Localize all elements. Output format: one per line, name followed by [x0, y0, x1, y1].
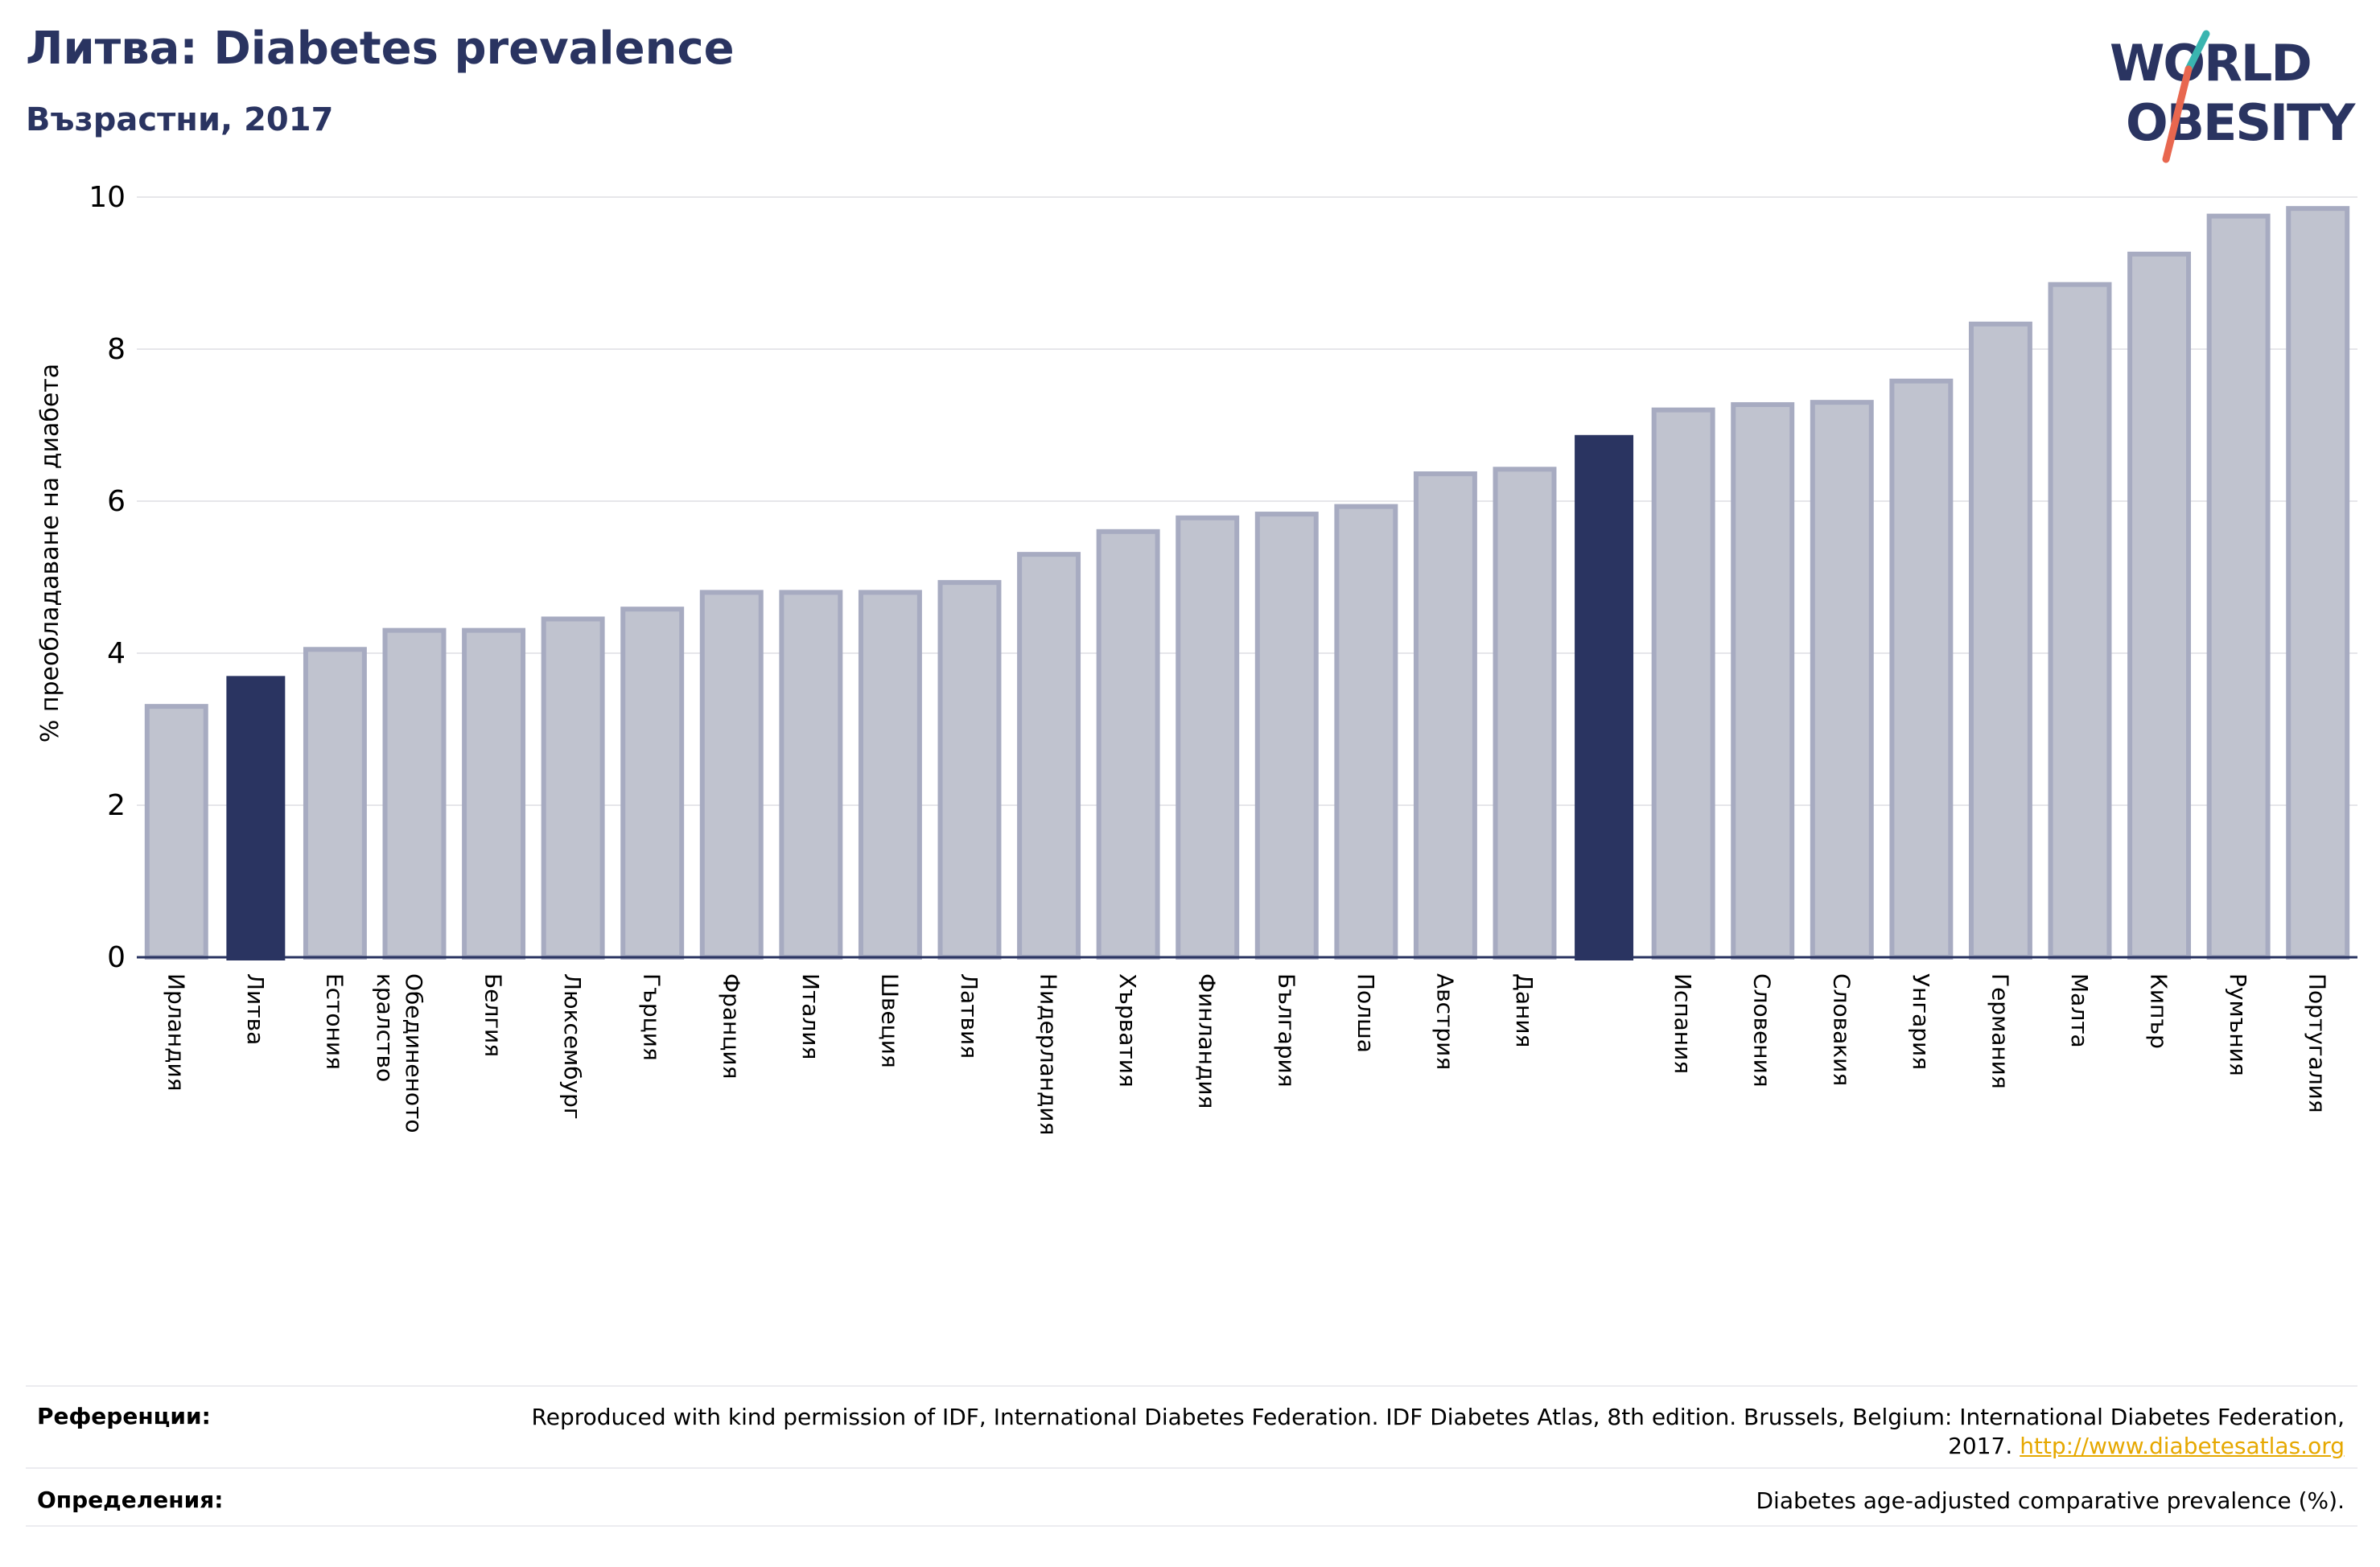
x-tick-label: Португалия [2304, 973, 2331, 1113]
bar [541, 616, 605, 960]
references-text: Reproduced with kind permission of IDF, … [494, 1403, 2345, 1461]
x-tick-label: Словакия [1828, 973, 1855, 1086]
x-tick-label: Белгия [480, 973, 507, 1057]
bar [1575, 434, 1634, 960]
x-tick-label: Нидерландия [1036, 973, 1062, 1135]
x-tick-label: Австрия [1431, 973, 1458, 1070]
x-tick-label: Гърция [639, 973, 665, 1061]
definitions-label: Определения: [37, 1487, 224, 1513]
bar [1651, 407, 1715, 960]
logo-slash-teal [2184, 30, 2210, 73]
x-tick-label: Словения [1749, 973, 1776, 1088]
y-tick-label: 4 [107, 637, 126, 670]
x-tick-label: Финландия [1194, 973, 1221, 1108]
bar [226, 676, 286, 960]
chart-subtitle: Възрастни, 2017 [26, 101, 334, 138]
x-tick-label: Унгария [1908, 973, 1934, 1070]
y-axis-label: % преобладаване на диабета [36, 364, 64, 742]
references-body: Reproduced with kind permission of IDF, … [531, 1404, 2345, 1459]
x-tick-label: Франция [718, 973, 744, 1079]
bar [382, 627, 447, 960]
bar [144, 704, 208, 960]
bar [779, 590, 843, 960]
world-obesity-logo: WORLD OBESITY [2110, 30, 2357, 163]
logo-word-obesity: OBESITY [2126, 93, 2356, 152]
logo-slash-coral [2162, 65, 2193, 163]
x-tick-label: Обединенотокралство [372, 973, 427, 1133]
bar [1810, 400, 1874, 960]
x-tick-label: Италия [797, 973, 824, 1059]
y-tick-label: 0 [107, 941, 126, 974]
x-tick-label: Швеция [876, 973, 903, 1068]
bars [144, 206, 2350, 960]
footer-divider-bottom [26, 1525, 2357, 1527]
bar [462, 627, 526, 960]
chart-title: Литва: Diabetes prevalence [26, 23, 735, 75]
bar [2286, 206, 2350, 960]
x-tick-label: Хърватия [1114, 973, 1141, 1088]
bar [1096, 529, 1160, 960]
x-tick-label: България [1273, 973, 1299, 1088]
x-tick-label: Полша [1353, 973, 1379, 1053]
x-tick-label: Естония [321, 973, 348, 1070]
x-tick-label: Дания [1511, 973, 1538, 1047]
y-tick-label: 2 [107, 789, 126, 822]
x-tick-labels: Ирландия Литва Естония Обединенотокралство Б… [163, 973, 2330, 1135]
bar [1731, 401, 1795, 960]
y-tick-label: 10 [89, 181, 126, 214]
x-tick-label: Испания [1670, 973, 1696, 1074]
logo-word-world: WORLD [2110, 34, 2311, 93]
footer-divider-middle [26, 1467, 2357, 1469]
bar [303, 647, 367, 960]
bar [1968, 321, 2032, 960]
y-tick-labels: 0 2 4 6 8 10 [89, 181, 126, 974]
bar [2127, 251, 2192, 960]
x-tick-label: Малта [2066, 973, 2093, 1048]
x-tick-label: Литва [242, 973, 269, 1045]
bar [1493, 467, 1557, 960]
x-tick-label: Ирландия [163, 973, 189, 1091]
x-tick-label-line: Обединеното [401, 973, 427, 1133]
references-link[interactable]: http://www.diabetesatlas.org [2020, 1433, 2345, 1459]
bar [858, 590, 922, 960]
bar [620, 607, 685, 960]
x-tick-label: Латвия [956, 973, 982, 1059]
x-tick-label: Румъния [2225, 973, 2251, 1076]
bar [1413, 471, 1477, 960]
x-tick-label: Кипър [2146, 973, 2172, 1049]
references-label: Референции: [37, 1403, 211, 1429]
bar-chart: 0 2 4 6 8 10 Ирландия Литва Естония Обединеноток… [36, 181, 2357, 1135]
footer-divider-top [26, 1385, 2357, 1387]
x-tick-label-line: кралство [372, 973, 398, 1082]
y-tick-label: 6 [107, 485, 126, 518]
y-tick-label: 8 [107, 333, 126, 366]
bar [1017, 552, 1081, 960]
bar [937, 580, 1002, 960]
x-tick-label: Германия [1987, 973, 2013, 1089]
bar [1254, 512, 1319, 960]
bar [699, 590, 764, 960]
bar [1334, 504, 1398, 960]
bar [1176, 515, 1240, 960]
x-tick-label: Люксембург [559, 973, 586, 1120]
bar [2048, 282, 2112, 960]
definitions-text: Diabetes age-adjusted comparative preval… [1756, 1487, 2345, 1514]
bar [2206, 213, 2271, 960]
bar [1889, 378, 1954, 960]
